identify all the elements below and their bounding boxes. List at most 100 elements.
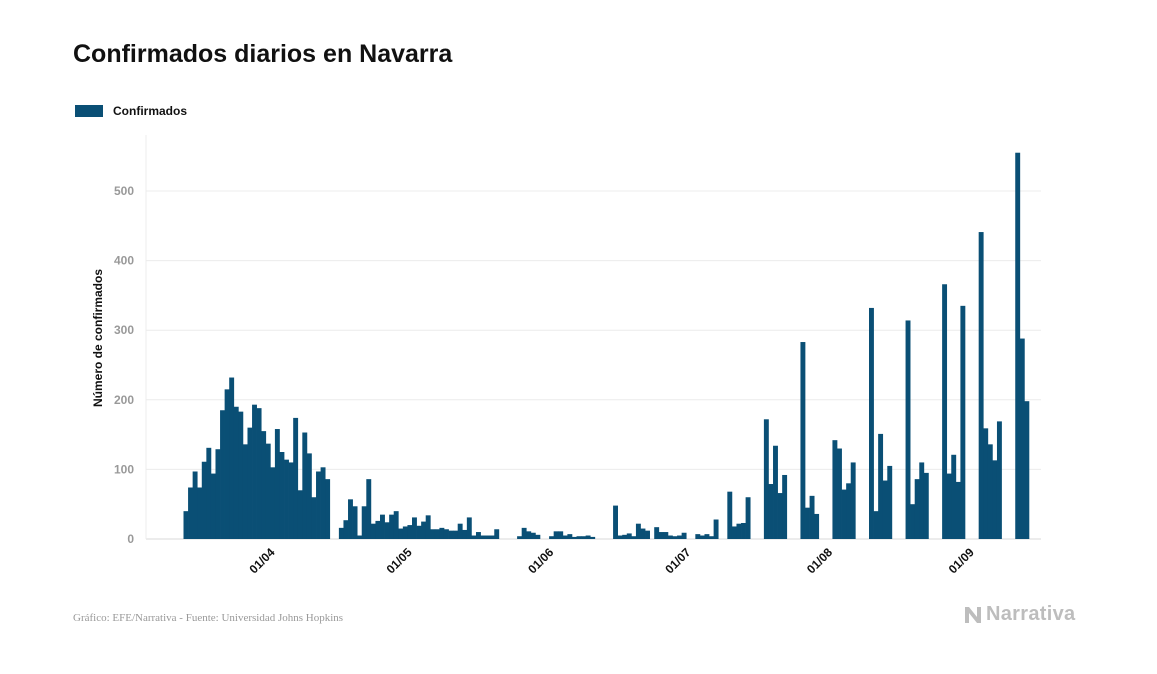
bar [773,445,778,539]
bar [224,389,230,539]
y-axis-ticks: 0 100 200 300 400 500 [114,184,134,546]
bar [850,462,856,539]
bar [448,530,454,539]
bar [667,535,673,539]
bar [430,529,436,539]
x-tick-label: 01/06 [525,545,556,576]
bar [558,531,564,539]
bar [434,529,440,539]
bar [763,419,769,539]
bar [407,525,413,539]
bar [837,448,842,539]
bar [201,461,207,539]
bar [352,506,358,539]
bar [439,527,445,539]
bar [188,487,193,539]
bar [535,534,541,539]
bar [777,493,783,539]
bar [869,307,874,539]
bar [983,428,989,539]
bar [361,506,367,539]
bar [878,433,884,539]
legend-swatch [75,105,103,117]
bar [348,499,353,539]
bar [197,487,203,539]
brand-logo: Narrativa [964,603,1075,626]
bar [325,479,331,539]
bar [704,534,710,539]
bar [672,536,678,539]
bar [375,520,381,539]
bar [681,532,687,539]
bar [462,529,468,539]
bar [421,521,427,539]
bar [1024,401,1030,539]
bar [590,536,596,539]
bar [489,535,495,539]
bar [905,320,911,539]
bar [393,511,399,539]
chart-bars [183,152,1030,539]
bar [814,513,820,539]
x-axis-ticks: 01/04 01/05 01/06 01/07 01/08 01/09 [246,545,977,576]
bar [521,527,527,539]
bar [768,484,774,539]
bar [443,529,449,539]
bar [306,453,312,539]
bar [640,528,646,539]
bar [370,523,376,539]
brand-name: Narrativa [986,603,1076,625]
chart-legend: Confirmados [75,104,187,118]
bar [654,527,660,539]
bar [343,520,349,539]
bar [923,472,929,539]
bar [709,536,714,539]
bar [183,511,189,539]
bar [951,454,957,539]
bar [297,490,303,539]
bar [526,531,532,539]
bar [832,440,838,539]
bar [1015,152,1021,539]
bar [302,432,308,539]
bar [293,417,299,539]
bar [978,232,984,539]
bar [229,377,235,539]
bar [530,532,536,539]
bar [247,427,253,539]
bar [416,525,422,539]
bar [366,479,372,539]
x-tick-label: 01/07 [662,545,693,576]
bar [380,514,385,539]
bar [320,467,326,539]
bar [389,514,395,539]
bar [992,460,998,539]
bar [882,480,888,539]
bar [800,342,806,539]
y-tick-label: 300 [114,323,134,337]
bar [256,408,262,539]
source-note: Gráfico: EFE/Narrativa - Fuente: Univers… [73,612,344,624]
bar [425,515,431,539]
bar [567,534,573,539]
bar [914,479,920,539]
bar [996,421,1002,539]
chart-title: Confirmados diarios en Navarra [73,40,453,68]
y-axis-title: Número de confirmados [91,269,105,407]
bar [215,449,221,539]
bar [613,505,618,539]
bar [311,497,317,539]
bar [987,444,993,539]
y-tick-label: 100 [114,462,134,476]
narrativa-logo-icon [965,606,981,623]
bar [585,535,591,539]
bar [873,511,879,539]
bar [357,535,363,539]
bar [233,406,239,539]
bar [663,532,669,539]
bar [626,533,632,539]
bar [316,471,321,539]
bar [252,404,257,539]
bar [731,526,737,539]
bar [635,523,641,539]
